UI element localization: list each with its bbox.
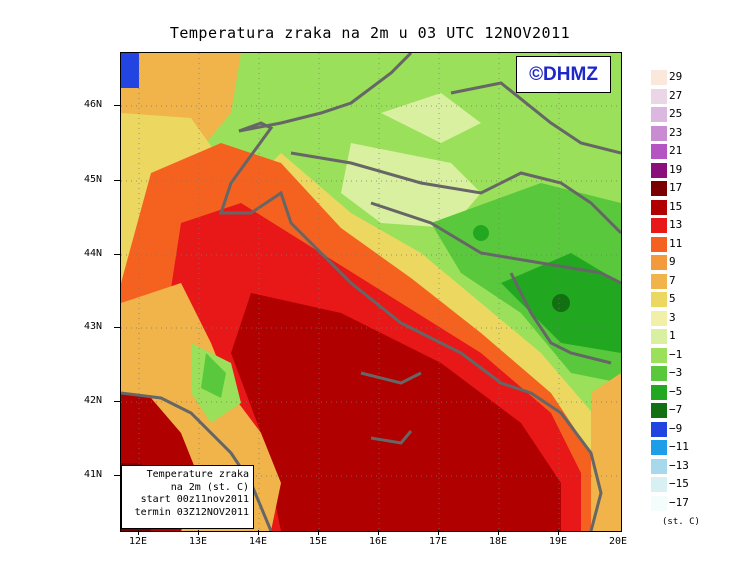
lat-label: 41N — [84, 469, 103, 480]
legend-swatch — [651, 273, 667, 289]
legend-swatch — [651, 107, 667, 122]
lon-tick — [138, 530, 139, 535]
legend-swatch — [651, 329, 667, 344]
lat-label: 43N — [84, 321, 103, 332]
legend-swatch — [651, 384, 667, 400]
legend-label: 3 — [669, 310, 676, 324]
lon-tick — [198, 530, 199, 535]
legend-swatch — [651, 144, 667, 159]
info-line: start 00z11nov2011 — [140, 494, 249, 505]
legend-swatch — [651, 477, 667, 492]
legend-label: 1 — [669, 329, 676, 342]
lat-tick — [114, 254, 120, 255]
lon-tick — [258, 530, 259, 535]
legend-swatch — [651, 162, 667, 178]
lon-tick — [378, 530, 379, 535]
legend-label: 29 — [669, 70, 683, 83]
legend-label: 15 — [669, 199, 683, 213]
info-line: na 2m (st. C) — [170, 481, 249, 493]
legend-label: −13 — [669, 458, 689, 472]
legend-label: 25 — [669, 107, 683, 120]
legend-swatch — [651, 421, 667, 437]
legend-label: 27 — [669, 88, 683, 102]
lat-label: 44N — [84, 248, 103, 259]
legend-label: 17 — [669, 181, 683, 194]
legend-label: 13 — [669, 218, 683, 231]
legend-units: (st. C) — [662, 517, 700, 527]
lon-tick — [498, 530, 499, 535]
legend-swatch — [651, 236, 667, 252]
legend-label: 7 — [669, 273, 676, 287]
lon-label: 19E — [548, 536, 568, 547]
lat-tick — [114, 401, 120, 402]
legend-swatch — [651, 495, 667, 511]
legend-swatch — [651, 125, 667, 141]
lat-tick — [114, 180, 120, 181]
lon-label: 16E — [368, 536, 388, 547]
lon-tick — [558, 530, 559, 535]
lat-tick — [114, 475, 120, 476]
lat-label: 45N — [84, 174, 103, 185]
info-box: Temperature zraka na 2m (st. C) start 00… — [121, 465, 254, 529]
lon-label: 20E — [608, 536, 628, 547]
temperature-field — [121, 53, 621, 531]
info-line: termin 03Z12NOV2011 — [134, 506, 249, 518]
legend-swatch — [651, 88, 667, 104]
legend-label: −17 — [669, 495, 689, 509]
dhmz-logo: ©DHMZ — [516, 56, 611, 93]
legend-label: −5 — [669, 384, 683, 398]
lon-label: 13E — [188, 536, 208, 547]
lat-label: 42N — [84, 395, 103, 406]
lat-label: 46N — [84, 99, 103, 110]
legend-label: −11 — [669, 440, 689, 453]
temperature-map[interactable] — [120, 52, 622, 532]
lon-label: 12E — [128, 536, 148, 547]
legend-label: −3 — [669, 366, 683, 379]
legend-label: −7 — [669, 403, 683, 416]
lon-label: 18E — [488, 536, 508, 547]
info-line: Temperature zraka — [146, 469, 249, 480]
legend-swatch — [651, 255, 667, 270]
lon-tick — [438, 530, 439, 535]
legend-swatch — [651, 292, 667, 307]
lon-tick — [318, 530, 319, 535]
lat-tick — [114, 327, 120, 328]
legend-label: −1 — [669, 347, 683, 361]
legend-swatch — [651, 310, 667, 326]
legend-swatch — [651, 181, 667, 196]
legend-swatch — [651, 366, 667, 381]
legend-label: −9 — [669, 421, 683, 435]
legend-swatch — [651, 403, 667, 418]
legend-label: 23 — [669, 125, 683, 139]
legend-label: 21 — [669, 144, 683, 157]
map-title: Temperatura zraka na 2m u 03 UTC 12NOV20… — [169, 24, 571, 42]
legend-swatch — [651, 440, 667, 455]
legend-label: 11 — [669, 236, 683, 250]
lon-label: 17E — [428, 536, 448, 547]
legend-swatch — [651, 218, 667, 233]
legend-swatch — [651, 199, 667, 215]
legend-label: 5 — [669, 292, 676, 305]
legend-label: −15 — [669, 477, 689, 490]
legend-label: 9 — [669, 255, 676, 268]
lon-label: 15E — [308, 536, 328, 547]
lat-tick — [114, 105, 120, 106]
legend-label: 19 — [669, 162, 683, 176]
legend-swatch — [651, 347, 667, 363]
legend-swatch — [651, 458, 667, 474]
legend-swatch — [651, 70, 667, 85]
lon-label: 14E — [248, 536, 268, 547]
